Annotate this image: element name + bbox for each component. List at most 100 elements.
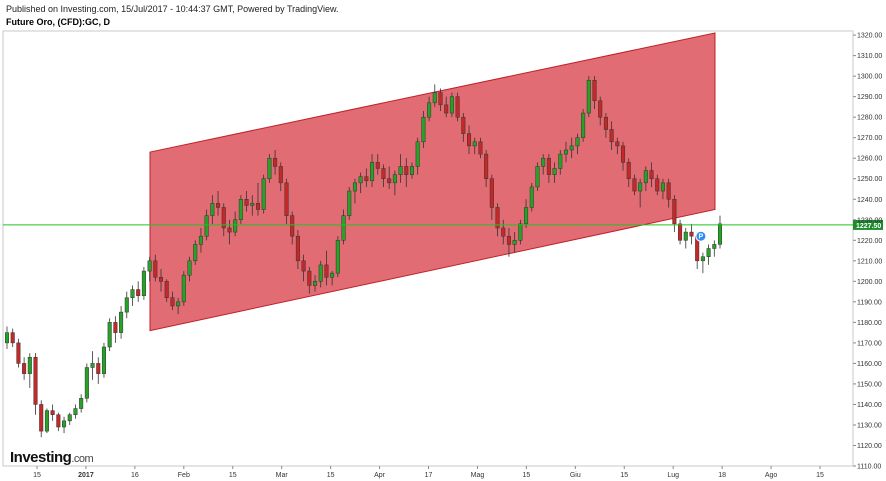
candle	[324, 250, 329, 286]
candle-body-up	[472, 141, 477, 147]
candle-body-up	[529, 186, 534, 208]
candle-body-down	[221, 207, 226, 229]
candle-body-down	[295, 235, 300, 262]
candle-body-up	[535, 166, 540, 188]
candle-body-up	[198, 235, 203, 245]
candle-body-down	[387, 178, 392, 184]
candle	[4, 326, 10, 350]
candle	[643, 166, 648, 192]
candle	[444, 96, 449, 118]
candle-body-down	[444, 104, 449, 114]
candle-body-up	[700, 256, 705, 262]
candle	[598, 96, 603, 126]
candle	[455, 92, 460, 122]
candle	[216, 191, 221, 216]
candle-body-down	[506, 235, 511, 245]
candle-body-up	[124, 297, 129, 313]
candle	[484, 150, 489, 187]
candle	[176, 297, 181, 315]
candle	[678, 219, 683, 245]
candle	[358, 172, 363, 194]
y-tick-label: 1280.00	[857, 115, 882, 122]
candle	[649, 162, 654, 187]
candle	[712, 240, 717, 257]
x-tick-label: Apr	[374, 472, 386, 479]
candle	[364, 168, 369, 187]
current-price-line: 1227.50 P	[3, 219, 883, 242]
candle-body-down	[501, 227, 506, 237]
candle-body-up	[432, 92, 437, 104]
candle-body-up	[238, 199, 243, 221]
candle-body-down	[609, 129, 614, 143]
candle-body-down	[136, 289, 141, 296]
logo-suffix: .com	[71, 453, 94, 465]
candle-body-down	[666, 182, 671, 200]
candle	[683, 227, 688, 249]
candle-body-up	[187, 260, 192, 276]
y-tick-label: 1220.00	[857, 238, 882, 245]
x-tick-label: Giu	[570, 472, 581, 479]
candle	[141, 266, 146, 300]
candle	[626, 158, 631, 187]
candle-body-up	[44, 410, 49, 432]
candle-body-up	[233, 219, 238, 233]
candles	[4, 76, 723, 438]
candle-body-down	[467, 133, 472, 147]
y-tick-label: 1270.00	[857, 135, 882, 142]
candle	[341, 209, 346, 245]
candle-body-down	[324, 264, 329, 278]
candle	[113, 316, 118, 343]
candle-body-up	[67, 414, 72, 422]
candle-body-down	[227, 227, 232, 233]
candle-body-up	[581, 112, 586, 138]
candle-body-down	[50, 410, 55, 415]
candle	[609, 121, 614, 151]
x-tick-label: 2017	[78, 472, 94, 479]
candle	[404, 158, 409, 187]
candle-body-up	[101, 346, 106, 374]
candle-body-up	[524, 207, 529, 225]
x-tick-label: Ago	[765, 472, 778, 479]
candle	[318, 260, 323, 288]
candle-body-down	[273, 157, 278, 167]
candle-body-down	[164, 281, 169, 298]
candle-body-down	[461, 116, 466, 134]
candle-body-down	[284, 182, 289, 216]
candle-body-down	[689, 231, 694, 237]
candle	[187, 256, 192, 282]
candle-body-down	[489, 178, 494, 208]
candle-body-up	[147, 260, 152, 272]
candle	[164, 279, 169, 302]
candle	[330, 271, 335, 286]
candle-body-down	[39, 404, 44, 432]
candle	[352, 178, 357, 204]
y-tick-label: 1250.00	[857, 176, 882, 183]
candle	[347, 186, 352, 220]
candle	[210, 195, 215, 224]
candle-body-down	[455, 96, 460, 118]
candle-body-up	[130, 289, 135, 298]
candle	[655, 174, 660, 196]
x-tick-label: Mar	[276, 472, 289, 479]
candle-body-up	[27, 357, 32, 374]
candle-body-down	[56, 414, 61, 428]
candle-body-down	[307, 270, 312, 286]
candle-body-up	[250, 203, 255, 206]
y-tick-label: 1230.00	[857, 217, 882, 224]
candle	[16, 338, 21, 368]
candle	[307, 266, 312, 294]
candle	[478, 137, 483, 159]
candle	[552, 162, 557, 183]
x-tick-label: Feb	[178, 472, 190, 479]
candle-body-up	[335, 240, 340, 274]
candle	[136, 281, 141, 302]
candle-body-up	[512, 240, 517, 245]
candle	[603, 113, 608, 138]
candle-body-up	[119, 311, 124, 333]
price-badge-label: 1227.50	[856, 223, 881, 230]
logo-brand: Investing	[10, 449, 72, 466]
candle	[432, 84, 437, 107]
candle-body-up	[558, 153, 563, 169]
candle	[461, 113, 466, 142]
